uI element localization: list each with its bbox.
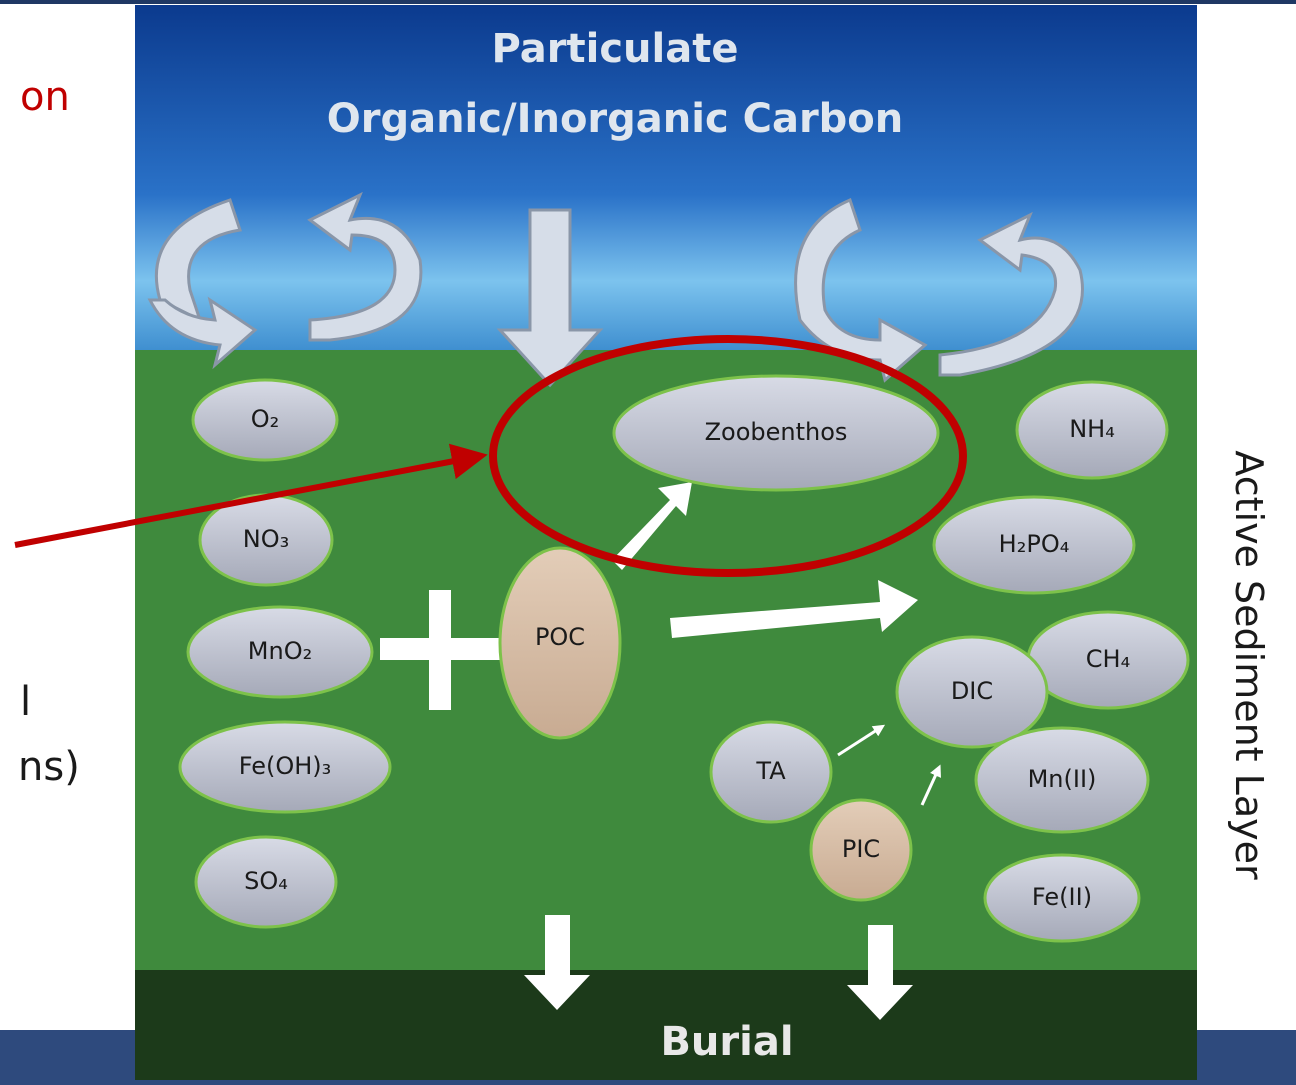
slide-text: l: [20, 679, 31, 725]
node-label: O₂: [251, 405, 280, 433]
node-label: POC: [535, 623, 585, 651]
highlight-ring: [489, 335, 967, 577]
node-label: TA: [755, 757, 786, 785]
node: [1015, 380, 1169, 480]
node: [709, 720, 833, 824]
node: [612, 374, 940, 492]
node-label: SO₄: [244, 867, 288, 895]
node-label: Mn(II): [1028, 765, 1097, 793]
slide-text: on: [20, 74, 70, 120]
node-label: PIC: [842, 835, 880, 863]
node: [895, 635, 1049, 749]
small-arrow: [837, 724, 886, 757]
arrow: [847, 925, 913, 1020]
flux-arrows: [147, 191, 1084, 388]
water: [135, 5, 1197, 350]
node: [194, 835, 338, 929]
curved-arrow: [794, 197, 928, 383]
node-label: MnO₂: [248, 637, 312, 665]
top-bar: [0, 0, 1296, 4]
node-label: CH₄: [1086, 645, 1130, 673]
white-arrows: [380, 482, 918, 1020]
side-label: Active Sediment Layer: [1227, 450, 1271, 880]
down-arrow: [496, 208, 604, 388]
node: [498, 546, 622, 740]
node: [974, 726, 1150, 834]
burial-layer: [135, 970, 1197, 1080]
curved-arrow: [147, 296, 258, 370]
small-arrow: [920, 764, 941, 806]
node: [932, 495, 1136, 595]
pointer-arrow: [14, 443, 488, 548]
node-label: H₂PO₄: [999, 530, 1070, 558]
curved-arrow: [307, 191, 423, 342]
arrow: [524, 915, 590, 1010]
node-label: NO₃: [243, 525, 289, 553]
node: [191, 378, 339, 462]
plus-sign: [429, 590, 451, 710]
nodes: O₂ NO₃ MnO₂ Fe(OH)₃ SO₄ Zoobenthos POC NH₄ H₂PO₄…: [178, 374, 1190, 943]
node: [178, 720, 392, 814]
node-label: NH₄: [1069, 415, 1115, 443]
node: [809, 798, 913, 902]
node-label: DIC: [951, 677, 993, 705]
curved-arrow: [938, 211, 1084, 377]
node: [186, 605, 374, 699]
title-line: Particulate: [492, 26, 739, 72]
title-line: Organic/Inorganic Carbon: [327, 96, 904, 142]
slide-text: ns): [18, 744, 80, 790]
node: [983, 853, 1141, 943]
node-label: Fe(II): [1032, 883, 1092, 911]
node-label: Fe(OH)₃: [239, 752, 332, 780]
arrow: [670, 580, 918, 638]
diagram: Particulate Organic/Inorganic Carbon Bur…: [135, 5, 1197, 1080]
node-label: Zoobenthos: [705, 418, 848, 446]
burial-label: Burial: [660, 1019, 793, 1065]
arrow: [612, 482, 692, 570]
